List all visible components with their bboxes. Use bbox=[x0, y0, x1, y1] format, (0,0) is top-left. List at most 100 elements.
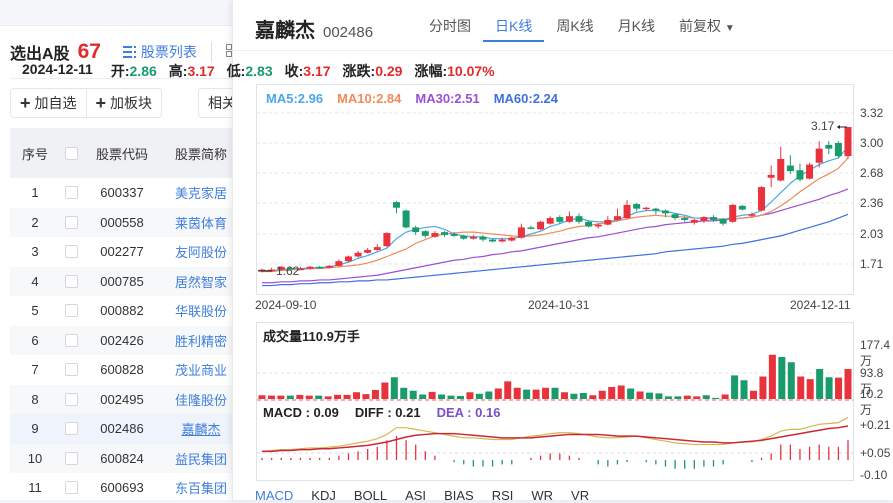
row-checkbox[interactable] bbox=[60, 392, 82, 406]
stock-code: 600337 bbox=[100, 185, 144, 201]
indicator-tab-asi[interactable]: ASI bbox=[405, 488, 427, 503]
stock-code: 002495 bbox=[100, 391, 144, 407]
volume-title: 成交量110.9万手 bbox=[263, 329, 360, 344]
indicator-tab-macd[interactable]: MACD bbox=[255, 488, 294, 503]
quote-pct: 涨幅:10.07% bbox=[414, 63, 495, 79]
row-index: 7 bbox=[31, 362, 39, 378]
macd-axis-label: -0.10 bbox=[860, 468, 888, 482]
screener-header: 选出A股 67 股票列表 bbox=[10, 40, 239, 64]
table-row[interactable]: 5 000882 华联股份 bbox=[10, 296, 240, 326]
indicator-tab-kdj[interactable]: KDJ bbox=[311, 488, 336, 503]
table-row[interactable]: 2 000558 莱茵体育 bbox=[10, 207, 240, 237]
price-axis-label: 2.36 bbox=[860, 196, 884, 211]
indicator-tab-rsi[interactable]: RSI bbox=[491, 488, 514, 503]
min-price-annotation: 1.62 bbox=[276, 264, 300, 278]
table-row[interactable]: 4 000785 居然智家 bbox=[10, 266, 240, 296]
table-row[interactable]: 11 600693 东百集团 bbox=[10, 473, 240, 503]
row-index: 5 bbox=[31, 303, 39, 319]
stock-list-view-button[interactable]: 股票列表 bbox=[122, 42, 197, 62]
table-row[interactable]: 6 002426 胜利精密 bbox=[10, 325, 240, 355]
adjustment-dropdown[interactable]: 前复权 ▼ bbox=[679, 18, 735, 34]
indicator-tab-bias[interactable]: BIAS bbox=[444, 488, 474, 503]
volume-chart[interactable] bbox=[256, 322, 854, 400]
quote-open: 开:2.86 bbox=[110, 63, 157, 79]
tab-monthly-k[interactable]: 月K线 bbox=[617, 18, 656, 34]
price-axis-label: 1.71 bbox=[860, 257, 884, 271]
stock-name-link[interactable]: 胜利精密 bbox=[174, 333, 227, 349]
dea-value: DEA : 0.16 bbox=[436, 405, 501, 420]
stock-code: 002486 bbox=[323, 24, 374, 41]
row-checkbox[interactable] bbox=[60, 333, 82, 347]
ma10-value: MA10:2.84 bbox=[337, 91, 402, 106]
ma60-value: MA60:2.24 bbox=[493, 91, 559, 106]
row-checkbox[interactable] bbox=[60, 481, 82, 495]
stock-name-link[interactable]: 华联股份 bbox=[174, 304, 227, 320]
volume-axis-label: 93.8万 bbox=[860, 366, 884, 396]
screener-list-panel: 选出A股 67 股票列表 + 加自选 + 加板块 相关 序号 股票代码 股票简称 1… bbox=[0, 26, 258, 503]
macd-axis-label: +0.05 bbox=[860, 446, 891, 460]
caret-down-icon: ▼ bbox=[724, 23, 735, 34]
stock-name-link[interactable]: 佳隆股份 bbox=[174, 392, 227, 408]
quote-close: 收:3.17 bbox=[284, 63, 331, 79]
divider bbox=[210, 42, 212, 62]
stock-code: 002486 bbox=[100, 421, 144, 437]
row-checkbox[interactable] bbox=[60, 304, 82, 318]
stock-name-link[interactable]: 友阿股份 bbox=[174, 245, 227, 261]
chart-period-tabs: 分时图 日K线 周K线 月K线 前复权 ▼ bbox=[417, 16, 747, 42]
stock-name-link[interactable]: 居然智家 bbox=[174, 274, 227, 290]
stock-name-link[interactable]: 美克家居 bbox=[174, 186, 227, 202]
quote-low: 低:2.83 bbox=[226, 63, 273, 79]
table-row[interactable]: 10 600824 益民集团 bbox=[10, 443, 240, 473]
macd-axis-label: +0.21 bbox=[860, 418, 891, 432]
row-checkbox[interactable] bbox=[60, 451, 82, 465]
stock-name-link[interactable]: 东百集团 bbox=[174, 481, 227, 497]
table-row[interactable]: 3 002277 友阿股份 bbox=[10, 237, 240, 267]
divider bbox=[10, 78, 240, 79]
stock-name-link[interactable]: 益民集团 bbox=[174, 451, 227, 467]
row-index: 3 bbox=[31, 244, 39, 260]
tab-weekly-k[interactable]: 周K线 bbox=[556, 18, 594, 34]
tab-daily-k[interactable]: 日K线 bbox=[483, 16, 545, 42]
divider bbox=[233, 50, 893, 51]
plus-icon: + bbox=[95, 92, 107, 113]
indicator-tab-wr[interactable]: WR bbox=[531, 488, 554, 503]
related-label: 相关 bbox=[208, 95, 236, 111]
table-row[interactable]: 7 600828 茂业商业 bbox=[10, 355, 240, 385]
list-icon bbox=[122, 46, 136, 58]
row-index: 8 bbox=[31, 391, 39, 407]
table-header: 序号 股票代码 股票简称 bbox=[10, 128, 240, 178]
add-watchlist-button[interactable]: + 加自选 bbox=[10, 88, 87, 118]
stock-code: 600828 bbox=[100, 362, 144, 378]
row-checkbox[interactable] bbox=[60, 186, 82, 200]
row-index: 9 bbox=[31, 421, 39, 437]
indicator-tab-vr[interactable]: VR bbox=[571, 488, 590, 503]
indicator-tabs: MACD KDJ BOLL ASI BIAS RSI WR VR bbox=[255, 488, 607, 503]
quote-high: 高:3.17 bbox=[168, 63, 215, 79]
table-row[interactable]: 8 002495 佳隆股份 bbox=[10, 384, 240, 414]
row-index: 6 bbox=[31, 332, 39, 348]
stock-name-link[interactable]: 茂业商业 bbox=[174, 363, 227, 379]
price-axis-label: 2.68 bbox=[860, 166, 884, 181]
row-checkbox[interactable] bbox=[60, 215, 82, 229]
table-row[interactable]: 1 600337 美克家居 bbox=[10, 178, 240, 208]
tab-intraday[interactable]: 分时图 bbox=[429, 18, 471, 34]
table-row[interactable]: 9 002486 嘉麟杰 bbox=[10, 414, 240, 444]
volume-axis-label: 10.2万 bbox=[860, 387, 884, 417]
result-count: 67 bbox=[77, 40, 101, 63]
stock-name-link[interactable]: 莱茵体育 bbox=[174, 215, 227, 231]
stock-name-link[interactable]: 嘉麟杰 bbox=[181, 422, 221, 438]
quote-bar: 2024-12-11 开:2.86 高:3.17 低:2.83 收:3.17 涨… bbox=[22, 61, 495, 81]
row-checkbox[interactable] bbox=[60, 422, 82, 436]
stock-code: 600693 bbox=[100, 480, 144, 496]
stock-table-body: 1 600337 美克家居 2 000558 莱茵体育 3 002277 友阿股份 4 000785… bbox=[10, 178, 240, 503]
add-sector-button[interactable]: + 加板块 bbox=[86, 88, 163, 118]
row-checkbox[interactable] bbox=[60, 274, 82, 288]
action-buttons: + 加自选 + 加板块 相关 bbox=[10, 88, 258, 118]
date-axis-label: 2024-09-10 bbox=[255, 298, 317, 312]
row-checkbox[interactable] bbox=[60, 245, 82, 259]
select-all-checkbox[interactable] bbox=[60, 146, 82, 160]
indicator-tab-boll[interactable]: BOLL bbox=[353, 488, 388, 503]
row-checkbox[interactable] bbox=[60, 363, 82, 377]
stock-name: 嘉麟杰 bbox=[255, 20, 315, 42]
